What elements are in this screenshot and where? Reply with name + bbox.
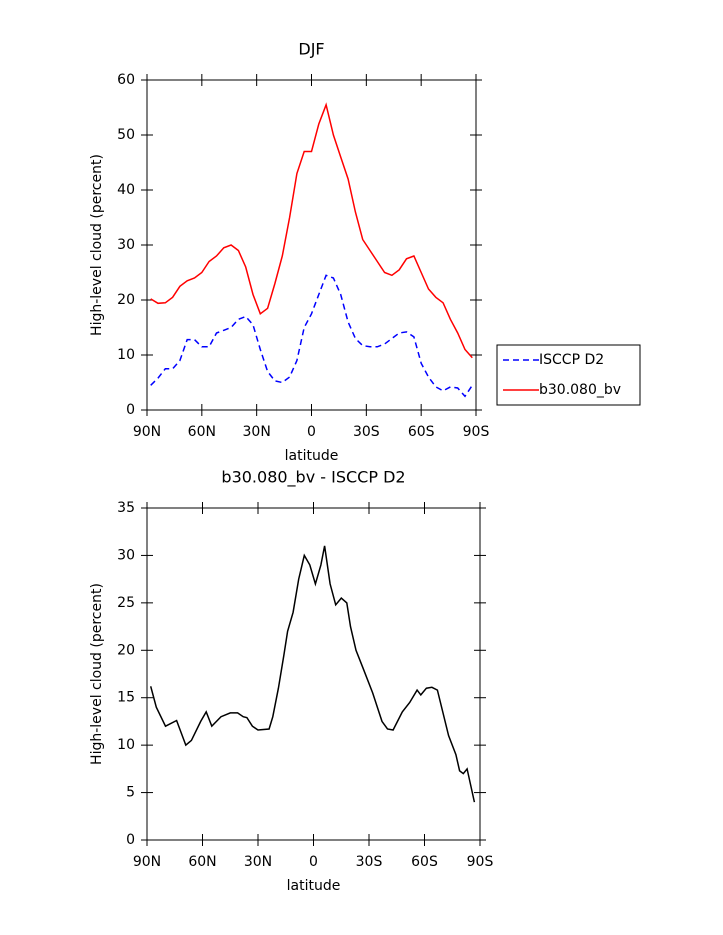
x-tick-label: 60S xyxy=(408,424,435,440)
x-tick-label: 0 xyxy=(309,854,318,870)
x-axis-label: latitude xyxy=(287,878,341,894)
data-line xyxy=(149,545,476,803)
y-tick-label: 25 xyxy=(117,595,135,611)
y-tick-label: 60 xyxy=(117,72,135,88)
y-tick-label: 50 xyxy=(117,127,135,143)
legend-box xyxy=(496,344,641,406)
x-tick-label: 0 xyxy=(307,424,316,440)
y-tick-label: 30 xyxy=(117,237,135,253)
legend-label: b30.080_bv xyxy=(539,382,621,398)
y-tick-label: 15 xyxy=(117,690,135,706)
x-tick-label: 30S xyxy=(356,854,383,870)
y-tick-label: 30 xyxy=(117,547,135,563)
x-tick-label: 60N xyxy=(188,424,216,440)
chart-title: b30.080_bv - ISCCP D2 xyxy=(221,468,405,488)
data-line xyxy=(150,274,473,398)
legend-label: ISCCP D2 xyxy=(539,352,604,368)
y-tick-label: 40 xyxy=(117,182,135,198)
x-tick-label: 90N xyxy=(133,424,161,440)
x-tick-label: 90S xyxy=(463,424,490,440)
x-tick-label: 90N xyxy=(133,854,161,870)
y-tick-label: 35 xyxy=(117,500,135,516)
data-line xyxy=(150,102,473,359)
y-tick-label: 0 xyxy=(126,402,135,418)
plot-frame xyxy=(146,79,477,411)
y-tick-label: 0 xyxy=(126,832,135,848)
x-tick-label: 30N xyxy=(243,424,271,440)
chart-title: DJF xyxy=(298,40,324,59)
x-tick-label: 60N xyxy=(188,854,216,870)
y-tick-label: 10 xyxy=(117,347,135,363)
plot-frame xyxy=(146,507,481,841)
y-axis-label: High-level cloud (percent) xyxy=(89,154,105,336)
y-tick-label: 20 xyxy=(117,292,135,308)
x-tick-label: 30N xyxy=(244,854,272,870)
x-tick-label: 90S xyxy=(467,854,494,870)
x-tick-label: 60S xyxy=(411,854,438,870)
x-axis-label: latitude xyxy=(285,448,339,464)
y-axis-label: High-level cloud (percent) xyxy=(89,583,105,765)
y-tick-label: 5 xyxy=(126,785,135,801)
y-tick-label: 10 xyxy=(117,737,135,753)
y-tick-label: 20 xyxy=(117,642,135,658)
x-tick-label: 30S xyxy=(353,424,380,440)
